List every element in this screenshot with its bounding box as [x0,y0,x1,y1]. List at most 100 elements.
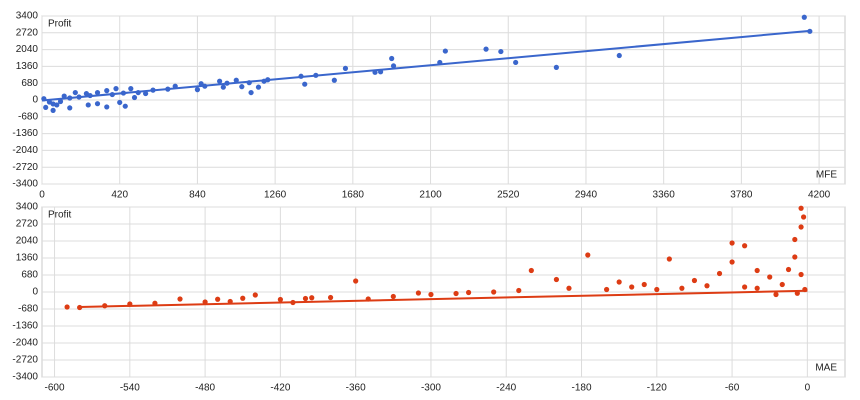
point [128,86,134,92]
point [742,284,748,290]
point [465,289,472,296]
point [641,281,647,288]
point [64,304,70,310]
point [50,107,56,113]
y-tick-label: -680 [18,304,38,315]
point [85,102,91,108]
point [390,293,396,300]
point [773,291,779,298]
point [798,205,804,211]
point [217,78,223,84]
y-axis-label: Profit [48,19,72,30]
point [353,278,359,284]
point [83,90,90,97]
point [277,296,283,303]
point [616,52,622,59]
x-tick-label: -480 [195,383,215,394]
x-tick-label: 3360 [653,190,676,201]
y-tick-label: -3400 [12,179,38,190]
point [252,292,258,298]
point [104,88,110,94]
point [729,259,735,265]
point [389,55,395,62]
point [453,290,459,297]
point [800,214,807,220]
point [754,267,760,274]
point [309,295,315,301]
y-tick-label: -1360 [12,321,38,332]
point [57,98,64,105]
point [792,236,798,243]
x-tick-label: -300 [421,383,441,394]
point [248,89,254,96]
y-tick-label: 0 [32,95,38,106]
point [785,266,792,273]
x-tick-label: -600 [45,383,65,394]
y-tick-label: 2040 [16,236,39,247]
x-tick-label: 0 [805,383,811,394]
point [767,274,773,280]
y-tick-label: 680 [21,78,38,89]
point [528,267,534,274]
point [302,81,308,87]
point [43,104,49,111]
point [704,283,710,289]
y-tick-label: 1360 [16,253,39,264]
x-tick-label: 1680 [342,190,365,201]
x-tick-label: 840 [189,190,206,201]
point [779,281,785,288]
point [94,101,101,107]
y-tick-label: -680 [18,111,38,122]
point [415,290,422,296]
point [302,295,309,302]
point [566,285,572,291]
point [604,286,610,293]
trend-line [79,289,808,308]
point [67,105,73,111]
point [491,289,497,295]
x-tick-label: -360 [346,383,366,394]
point [679,285,685,291]
point [177,296,183,302]
point [220,84,226,90]
point [798,271,804,278]
point [483,46,489,52]
x-tick-label: 0 [39,190,45,201]
point [798,224,804,230]
x-tick-label: 1260 [264,190,287,201]
point [801,14,807,20]
y-tick-label: 0 [32,287,38,298]
point [513,59,519,66]
y-tick-label: -1360 [12,128,38,139]
point [233,77,239,83]
point [143,90,149,97]
point [117,99,123,106]
y-tick-label: 3400 [16,11,39,22]
point [516,287,522,294]
x-tick-label: -240 [496,383,516,394]
y-tick-label: 3400 [16,202,39,213]
point [94,89,101,96]
y-tick-label: -2720 [12,162,38,173]
point [327,294,334,301]
x-tick-label: 2520 [497,190,520,201]
x-tick-label: -120 [647,383,667,394]
trend-line [41,29,810,102]
point [585,252,591,258]
x-tick-label: -420 [270,383,290,394]
x-tick-label: -180 [572,383,592,394]
y-tick-label: -2040 [12,145,38,156]
y-tick-label: -3400 [12,372,38,383]
point [754,285,760,291]
point [104,104,110,110]
point [742,243,748,249]
point [654,286,660,293]
y-tick-label: 680 [21,270,38,281]
point [122,103,128,109]
point [390,63,397,69]
x-tick-label: 3780 [730,190,753,201]
x-tick-label: 4200 [808,190,831,201]
x-axis-label: MAE [815,363,837,374]
x-tick-label: 420 [111,190,128,201]
